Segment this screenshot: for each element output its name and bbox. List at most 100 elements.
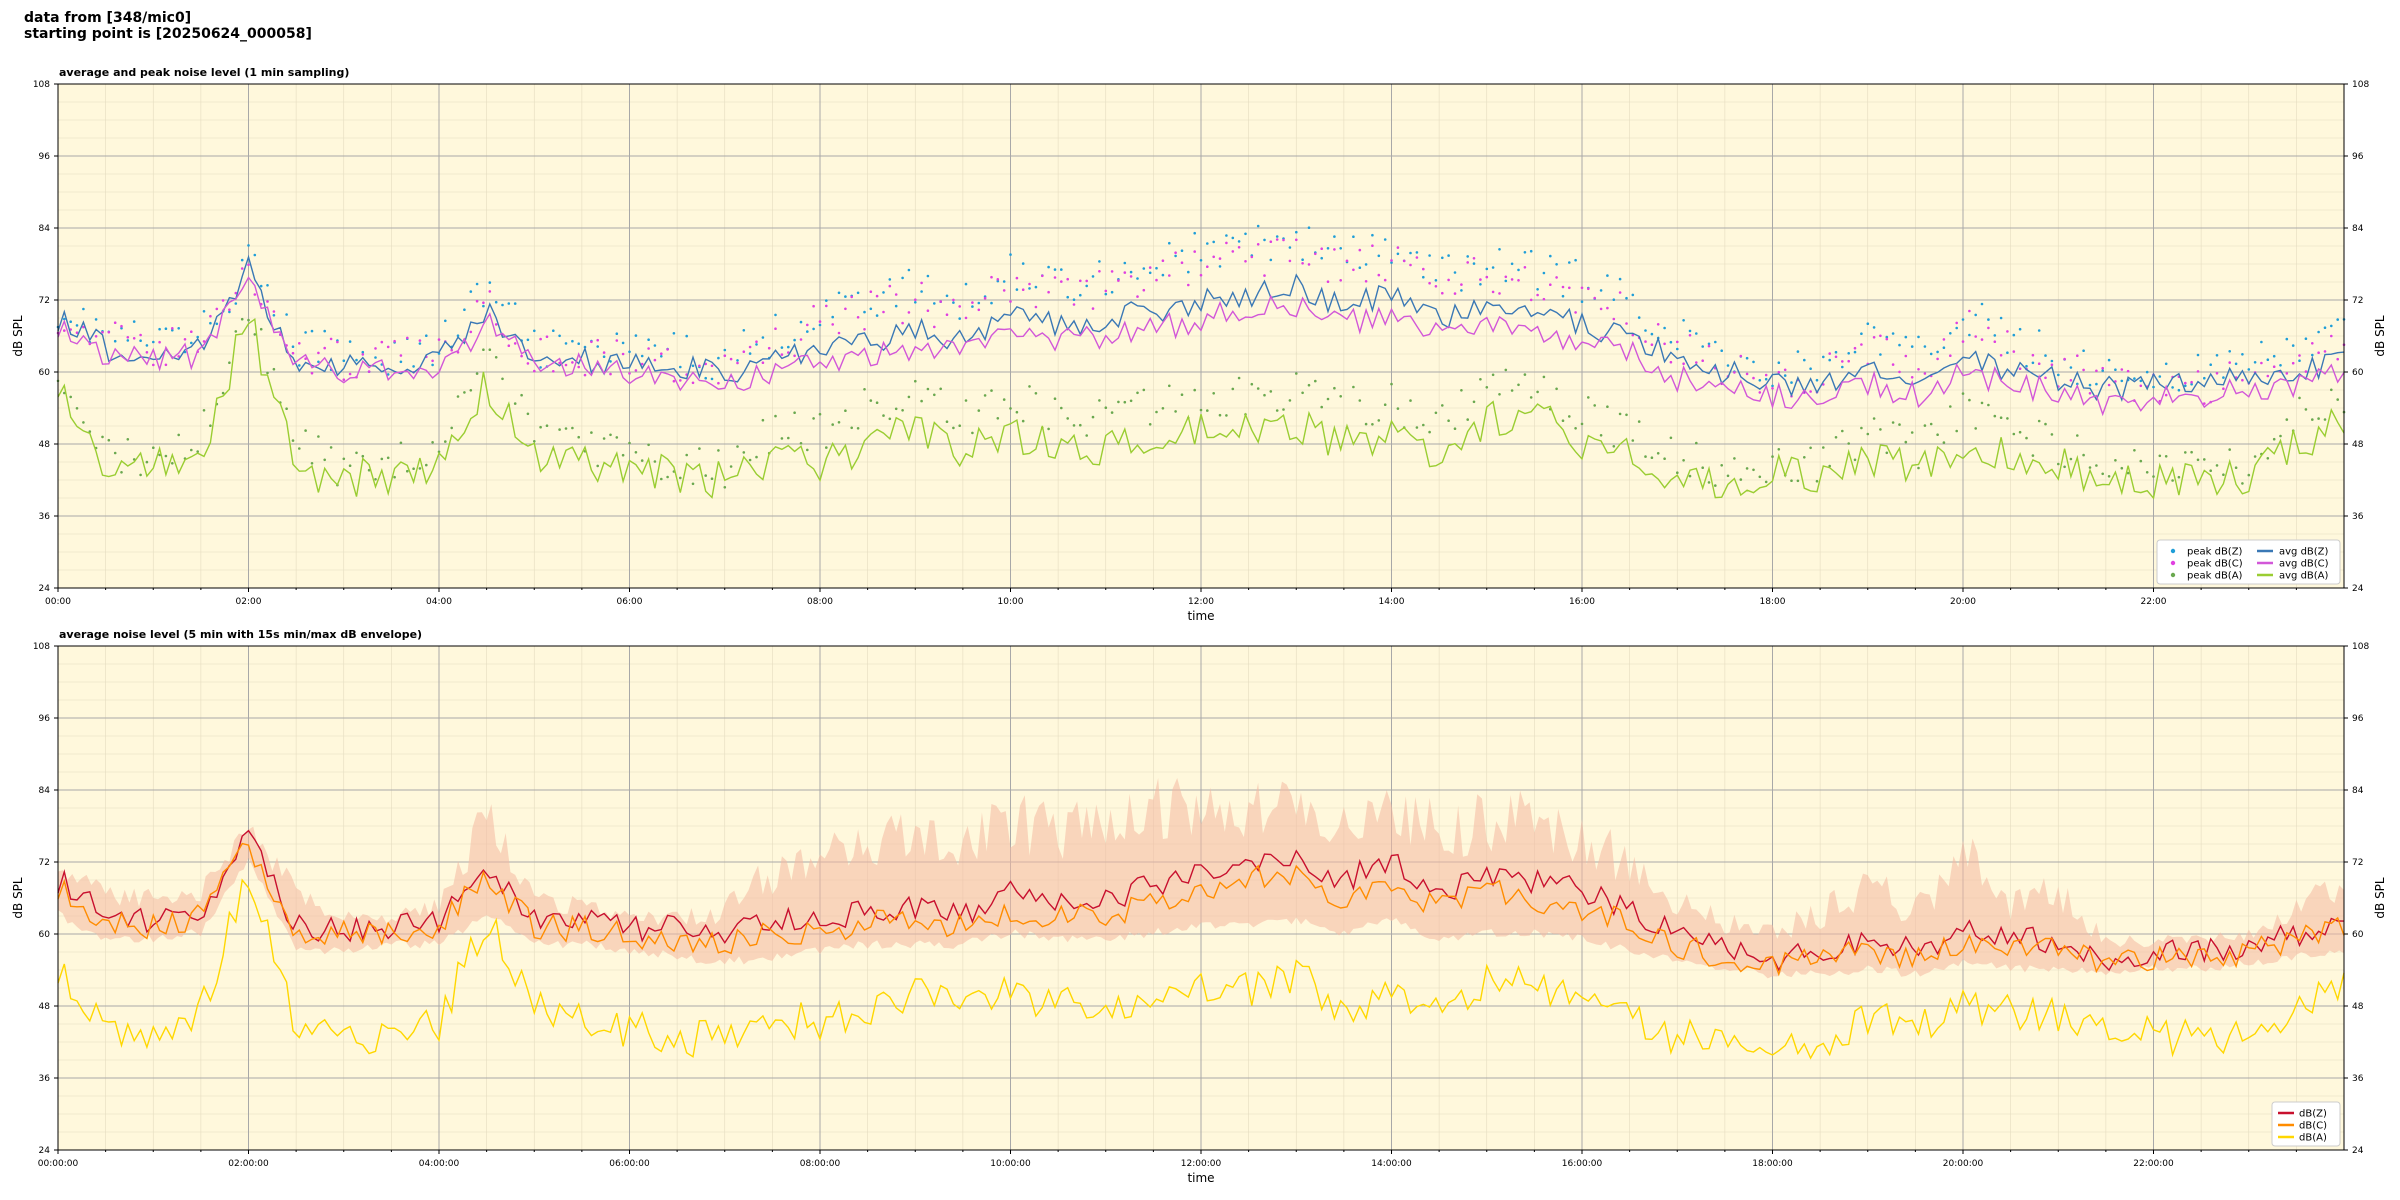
top-point-peak-db-z [571, 339, 574, 343]
top-point-peak-db-c [513, 342, 517, 345]
top-point-peak-db-z [386, 373, 390, 376]
top-point-peak-db-z [1929, 352, 1933, 356]
top-point-peak-db-z [685, 334, 688, 338]
top-point-peak-db-a [1612, 445, 1616, 448]
top-point-peak-db-z [552, 329, 555, 333]
top-point-peak-db-c [215, 307, 219, 311]
top-point-peak-db-z [2184, 384, 2187, 388]
top-point-peak-db-c [1606, 306, 1609, 310]
top-point-peak-db-a [2126, 471, 2130, 475]
top-point-peak-db-c [2044, 376, 2047, 380]
top-point-peak-db-a [342, 457, 346, 461]
top-point-peak-db-a [1295, 372, 1298, 375]
top-point-peak-db-c [2196, 370, 2200, 373]
top-point-peak-db-z [2088, 383, 2092, 387]
top-point-peak-db-a [825, 446, 828, 449]
top-point-peak-db-z [463, 308, 466, 312]
top-point-peak-db-z [1466, 255, 1469, 258]
top-ylabel-right: dB SPL [2373, 315, 2387, 357]
top-point-peak-db-c [1847, 359, 1850, 363]
top-point-peak-db-a [1142, 388, 1146, 392]
top-point-peak-db-z [513, 302, 517, 305]
top-point-peak-db-c [1250, 255, 1254, 259]
top-point-peak-db-c [1974, 335, 1977, 338]
top-point-peak-db-z [710, 377, 714, 381]
top-point-peak-db-z [418, 342, 422, 345]
top-point-peak-db-a [177, 433, 180, 437]
top-point-peak-db-z [501, 303, 504, 307]
top-point-peak-db-a [1314, 379, 1317, 383]
top-point-peak-db-a [1434, 411, 1438, 415]
top-point-peak-db-a [1155, 410, 1158, 414]
top-point-peak-db-a [1682, 459, 1685, 462]
top-point-peak-db-c [1961, 340, 1965, 343]
top-point-peak-db-z [1472, 262, 1476, 265]
top-point-peak-db-c [1453, 292, 1457, 295]
top-point-peak-db-z [2330, 324, 2333, 328]
top-point-peak-db-a [2145, 471, 2149, 474]
top-point-peak-db-z [691, 364, 695, 368]
top-point-peak-db-c [1199, 273, 1203, 277]
top-point-peak-db-c [1466, 261, 1469, 264]
top-point-peak-db-c [361, 353, 365, 356]
top-point-peak-db-c [983, 296, 987, 300]
top-point-peak-db-c [660, 352, 663, 356]
top-point-peak-db-z [488, 281, 492, 284]
top-point-peak-db-a [1828, 464, 1831, 468]
top-xtick-label: 06:00 [617, 597, 643, 607]
top-point-peak-db-a [418, 467, 422, 470]
top-point-peak-db-c [2323, 350, 2327, 353]
top-point-peak-db-a [272, 367, 276, 371]
top-point-peak-db-z [1326, 247, 1330, 250]
top-point-peak-db-c [1098, 270, 1101, 273]
top-point-peak-db-a [190, 448, 193, 452]
top-point-peak-db-c [761, 361, 765, 365]
top-point-peak-db-a [2107, 475, 2111, 478]
top-point-peak-db-c [1568, 286, 1571, 290]
top-point-peak-db-c [2031, 353, 2035, 357]
top-point-peak-db-a [2222, 473, 2225, 477]
top-point-peak-db-z [361, 350, 365, 354]
top-point-peak-db-a [1587, 396, 1590, 399]
top-point-peak-db-z [2260, 340, 2263, 344]
top-point-peak-db-z [1676, 347, 1679, 351]
top-point-peak-db-z [1504, 279, 1508, 283]
top-point-peak-db-a [1009, 407, 1012, 410]
top-point-peak-db-c [1155, 278, 1158, 282]
top-point-peak-db-z [958, 317, 961, 320]
top-point-peak-db-c [894, 293, 898, 296]
top-point-peak-db-a [914, 379, 917, 383]
top-point-peak-db-a [1656, 452, 1660, 455]
top-point-peak-db-c [1028, 282, 1031, 286]
top-point-peak-db-c [1326, 280, 1330, 284]
top-point-peak-db-z [704, 376, 707, 380]
top-point-peak-db-a [1110, 411, 1114, 414]
top-point-peak-db-z [831, 315, 834, 319]
top-point-peak-db-c [386, 345, 390, 349]
top-point-peak-db-c [1187, 283, 1190, 287]
top-point-peak-db-c [126, 336, 130, 339]
top-point-peak-db-z [1961, 318, 1965, 321]
top-point-peak-db-a [450, 426, 454, 430]
top-point-peak-db-z [863, 310, 866, 314]
top-point-peak-db-z [310, 329, 314, 333]
top-point-peak-db-a [234, 330, 238, 333]
top-point-peak-db-a [1168, 384, 1171, 388]
top-point-peak-db-z [825, 299, 828, 302]
top-point-peak-db-a [939, 387, 942, 391]
top-point-peak-db-c [1593, 296, 1596, 300]
top-point-peak-db-z [2037, 329, 2041, 332]
top-point-peak-db-z [2215, 354, 2219, 357]
top-point-peak-db-a [793, 411, 796, 415]
top-point-peak-db-a [2266, 457, 2270, 460]
top-point-peak-db-z [755, 343, 758, 346]
top-point-peak-db-z [2272, 354, 2276, 358]
top-point-peak-db-z [2222, 376, 2225, 379]
top-point-peak-db-a [1021, 419, 1025, 423]
top-point-peak-db-z [1047, 265, 1050, 269]
top-point-peak-db-a [1453, 427, 1457, 431]
top-point-peak-db-c [1942, 338, 1946, 341]
top-point-peak-db-a [621, 453, 625, 457]
top-point-peak-db-a [1364, 422, 1368, 426]
top-point-peak-db-c [1879, 334, 1882, 338]
